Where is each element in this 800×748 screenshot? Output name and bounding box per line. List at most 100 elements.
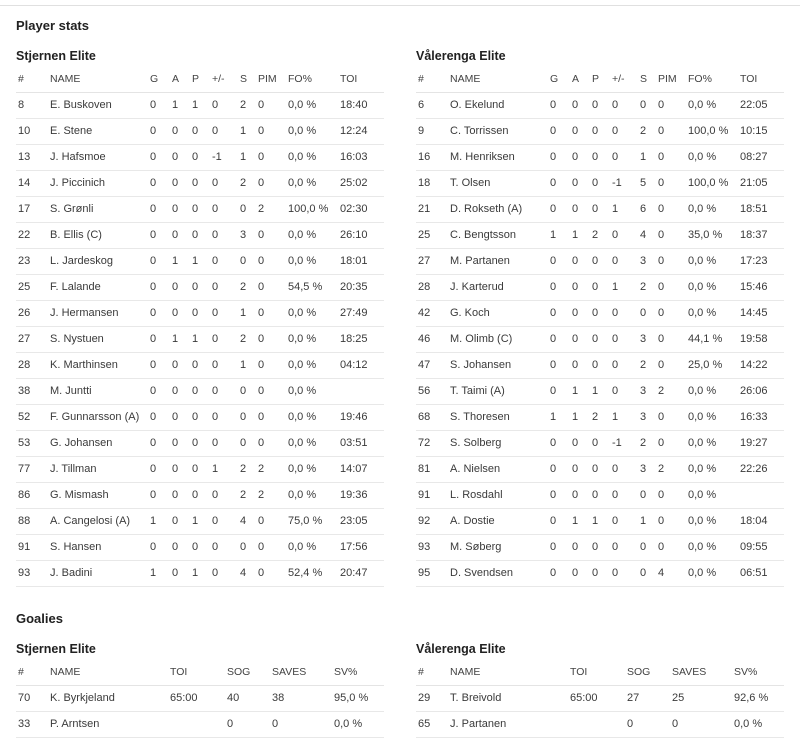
table-cell: 0,0 %	[686, 196, 738, 223]
table-cell: 0	[590, 118, 610, 145]
table-cell: 1	[548, 222, 570, 249]
table-cell: 27	[416, 248, 448, 275]
table-row: 68 S. Thoresen 1 1 2 1 3 0 0,0 % 16:33	[416, 404, 784, 431]
table-row: 92 A. Dostie 0 1 1 0 1 0 0,0 % 18:04	[416, 508, 784, 535]
table-cell: 6	[416, 92, 448, 119]
table-cell: 2	[238, 92, 256, 119]
table-cell: 88	[16, 508, 48, 535]
table-cell: 0	[570, 274, 590, 301]
column-header: SAVES	[270, 660, 332, 686]
table-cell: 2	[238, 456, 256, 483]
table-cell: 0	[210, 534, 238, 561]
table-cell: 0,0 %	[286, 482, 338, 509]
table-row: 46 M. Olimb (C) 0 0 0 0 3 0 44,1 % 19:58	[416, 326, 784, 353]
table-cell: 0	[656, 118, 686, 145]
table-cell: 1	[638, 144, 656, 171]
table-cell: 65	[416, 711, 448, 738]
table-cell: 04:12	[338, 352, 384, 379]
table-cell: 1	[570, 378, 590, 405]
table-cell: 0,0 %	[686, 274, 738, 301]
table-cell: J. Karterud	[448, 274, 548, 301]
column-header: NAME	[48, 67, 148, 93]
table-cell: 2	[638, 430, 656, 457]
table-cell: 16	[416, 144, 448, 171]
table-cell: 18:25	[338, 326, 384, 353]
table-cell: 0	[210, 352, 238, 379]
column-header: S	[238, 67, 256, 93]
table-cell: 1	[170, 92, 190, 119]
column-header: TOI	[568, 660, 625, 686]
table-cell: 14:45	[738, 300, 784, 327]
table-cell: 0	[548, 456, 570, 483]
header-row: # NAME G A P +/- S PIM FO% TOI	[16, 67, 384, 93]
table-cell: 0,0 %	[686, 534, 738, 561]
table-cell: 0	[570, 482, 590, 509]
table-cell: 16:33	[738, 404, 784, 431]
table-cell: 25:02	[338, 170, 384, 197]
table-cell: 14:07	[338, 456, 384, 483]
table-cell: 0,0 %	[332, 711, 384, 738]
table-row: 9 C. Torrissen 0 0 0 0 2 0 100,0 % 10:15	[416, 118, 784, 145]
table-cell: 2	[256, 196, 286, 223]
table-cell: 0	[670, 711, 732, 738]
table-row: 28 J. Karterud 0 0 0 1 2 0 0,0 % 15:46	[416, 274, 784, 301]
table-cell: 0	[590, 560, 610, 587]
table-cell: 0	[570, 118, 590, 145]
table-row: 10 E. Stene 0 0 0 0 1 0 0,0 % 12:24	[16, 118, 384, 145]
table-cell: 0	[590, 482, 610, 509]
table-cell: 0,0 %	[686, 482, 738, 509]
table-row: 8 E. Buskoven 0 1 1 0 2 0 0,0 % 18:40	[16, 92, 384, 119]
table-cell: 0	[256, 274, 286, 301]
column-header: TOI	[738, 67, 784, 93]
table-cell: 23:05	[338, 508, 384, 535]
table-cell: 0	[210, 92, 238, 119]
table-cell: 35,0 %	[686, 222, 738, 249]
table-cell	[738, 482, 784, 509]
table-cell: 93	[416, 534, 448, 561]
table-cell: 0	[190, 378, 210, 405]
table-cell: 20:35	[338, 274, 384, 301]
table-cell: J. Piccinich	[48, 170, 148, 197]
table-cell: 0	[548, 326, 570, 353]
table-cell: 27	[16, 326, 48, 353]
table-cell: 0	[590, 326, 610, 353]
table-cell: 0	[148, 482, 170, 509]
table-row: 38 M. Juntti 0 0 0 0 0 0 0,0 %	[16, 378, 384, 405]
table-cell: 0	[656, 222, 686, 249]
table-cell: 0	[148, 430, 170, 457]
table-row: 86 G. Mismash 0 0 0 0 2 2 0,0 % 19:36	[16, 482, 384, 509]
table-cell: 0	[148, 118, 170, 145]
table-cell: 0,0 %	[286, 326, 338, 353]
table-cell: 18	[416, 170, 448, 197]
table-cell: 0	[148, 170, 170, 197]
goalies-home-column: Stjernen Elite # NAME TOI SOG SAVES SV% 70 K. …	[16, 630, 384, 738]
table-header: # NAME G A P +/- S PIM FO% TOI	[16, 67, 384, 93]
table-cell: 0	[210, 378, 238, 405]
table-cell: 0	[656, 144, 686, 171]
table-cell: 3	[638, 378, 656, 405]
table-cell: 10	[16, 118, 48, 145]
column-header: SOG	[225, 660, 270, 686]
table-cell: 27:49	[338, 300, 384, 327]
table-cell: 47	[416, 352, 448, 379]
table-cell: G. Mismash	[48, 482, 148, 509]
table-body: 8 E. Buskoven 0 1 1 0 2 0 0,0 % 18:40 10 E. Stene 0 0…	[16, 92, 384, 587]
table-cell: 0	[656, 430, 686, 457]
table-cell: 65:00	[568, 685, 625, 712]
table-cell: 0	[610, 508, 638, 535]
table-row: 23 L. Jardeskog 0 1 1 0 0 0 0,0 % 18:01	[16, 248, 384, 275]
table-cell: 0	[148, 456, 170, 483]
table-cell: 38	[270, 685, 332, 712]
table-cell: 52,4 %	[286, 560, 338, 587]
table-cell: 18:04	[738, 508, 784, 535]
table-cell: 0	[256, 248, 286, 275]
table-cell: 0	[610, 248, 638, 275]
table-cell: 5	[638, 170, 656, 197]
table-cell: 0,0 %	[286, 170, 338, 197]
table-cell: 2	[656, 378, 686, 405]
column-header: NAME	[448, 67, 548, 93]
table-cell: 0	[190, 222, 210, 249]
table-cell: 0	[548, 378, 570, 405]
header-row: # NAME G A P +/- S PIM FO% TOI	[416, 67, 784, 93]
table-cell: 0	[638, 92, 656, 119]
